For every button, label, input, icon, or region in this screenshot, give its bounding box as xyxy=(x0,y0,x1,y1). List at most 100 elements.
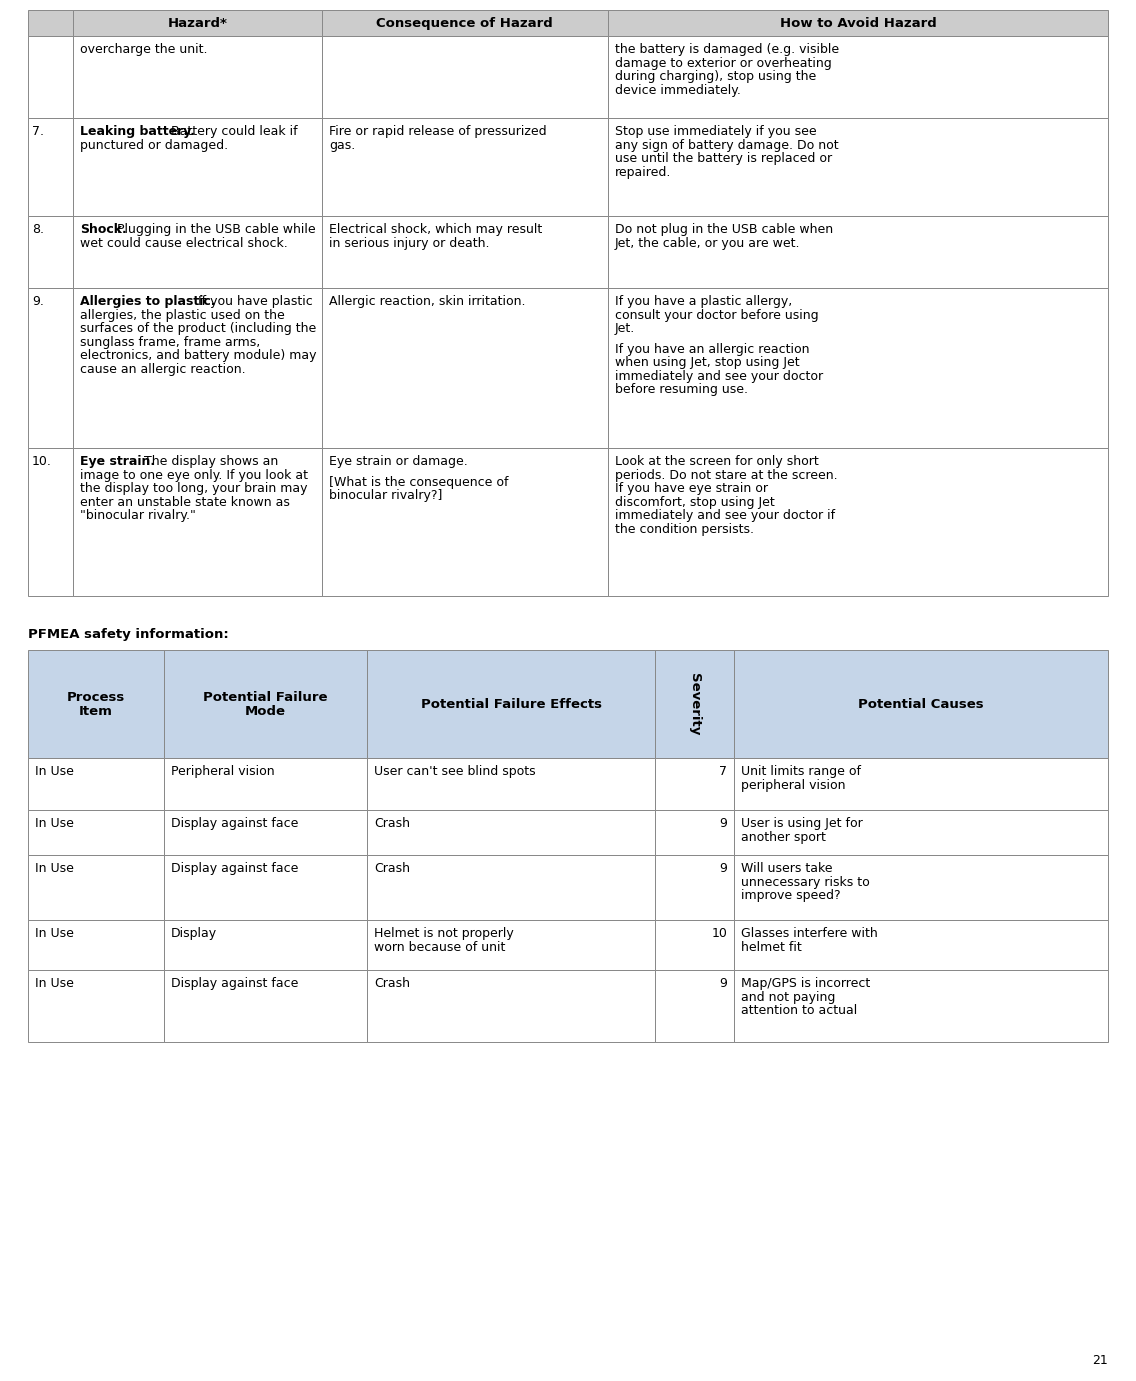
Bar xyxy=(734,920,1108,969)
Text: Electrical shock, which may result: Electrical shock, which may result xyxy=(328,222,542,236)
Text: 9: 9 xyxy=(719,976,727,990)
Bar xyxy=(28,969,164,1043)
Text: electronics, and battery module) may: electronics, and battery module) may xyxy=(81,349,317,362)
Text: "binocular rivalry.": "binocular rivalry." xyxy=(81,510,197,522)
Text: punctured or damaged.: punctured or damaged. xyxy=(81,138,228,152)
Text: wet could cause electrical shock.: wet could cause electrical shock. xyxy=(81,236,289,250)
Text: Map/GPS is incorrect: Map/GPS is incorrect xyxy=(742,976,870,990)
Bar xyxy=(655,650,734,758)
Text: Jet.: Jet. xyxy=(615,322,635,336)
Text: damage to exterior or overheating: damage to exterior or overheating xyxy=(615,57,832,69)
Bar xyxy=(321,117,608,215)
Text: 9.: 9. xyxy=(32,296,44,308)
Bar xyxy=(734,969,1108,1043)
Bar xyxy=(608,117,1108,215)
Text: If you have an allergic reaction: If you have an allergic reaction xyxy=(615,342,810,356)
Bar xyxy=(608,36,1108,117)
Bar xyxy=(608,10,1108,36)
Text: attention to actual: attention to actual xyxy=(742,1004,858,1016)
Text: Peripheral vision: Peripheral vision xyxy=(172,765,275,778)
Text: device immediately.: device immediately. xyxy=(615,83,741,97)
Text: use until the battery is replaced or: use until the battery is replaced or xyxy=(615,152,832,164)
Bar xyxy=(367,855,655,920)
Bar xyxy=(74,215,321,289)
Text: helmet fit: helmet fit xyxy=(742,940,802,953)
Text: 10.: 10. xyxy=(32,454,52,468)
Bar xyxy=(655,855,734,920)
Text: Shock.: Shock. xyxy=(81,222,127,236)
Text: gas.: gas. xyxy=(328,138,356,152)
Text: and not paying: and not paying xyxy=(742,990,836,1004)
Bar xyxy=(28,855,164,920)
Bar xyxy=(164,920,367,969)
Bar xyxy=(28,215,74,289)
Text: Process: Process xyxy=(67,690,125,703)
Text: 8.: 8. xyxy=(32,222,44,236)
Bar xyxy=(321,215,608,289)
Bar xyxy=(28,117,74,215)
Text: In Use: In Use xyxy=(35,862,74,876)
Bar xyxy=(28,811,164,855)
Text: unnecessary risks to: unnecessary risks to xyxy=(742,876,870,888)
Text: 7: 7 xyxy=(719,765,727,778)
Text: Stop use immediately if you see: Stop use immediately if you see xyxy=(615,126,817,138)
Text: Plugging in the USB cable while: Plugging in the USB cable while xyxy=(112,222,316,236)
Text: worn because of unit: worn because of unit xyxy=(374,940,506,953)
Bar xyxy=(164,650,367,758)
Text: Battery could leak if: Battery could leak if xyxy=(167,126,298,138)
Bar xyxy=(74,447,321,597)
Text: 9: 9 xyxy=(719,862,727,876)
Text: Display against face: Display against face xyxy=(172,818,299,830)
Bar xyxy=(734,758,1108,811)
Bar xyxy=(321,289,608,447)
Text: User can't see blind spots: User can't see blind spots xyxy=(374,765,536,778)
Text: Glasses interfere with: Glasses interfere with xyxy=(742,927,878,940)
Text: immediately and see your doctor: immediately and see your doctor xyxy=(615,370,824,383)
Bar xyxy=(28,36,74,117)
Text: periods. Do not stare at the screen.: periods. Do not stare at the screen. xyxy=(615,468,837,482)
Text: Eye strain.: Eye strain. xyxy=(81,454,156,468)
Text: In Use: In Use xyxy=(35,976,74,990)
Text: Jet, the cable, or you are wet.: Jet, the cable, or you are wet. xyxy=(615,236,801,250)
Text: discomfort, stop using Jet: discomfort, stop using Jet xyxy=(615,496,775,508)
Text: Look at the screen for only short: Look at the screen for only short xyxy=(615,454,819,468)
Text: in serious injury or death.: in serious injury or death. xyxy=(328,236,490,250)
Text: Item: Item xyxy=(80,704,112,718)
Bar xyxy=(321,10,608,36)
Bar xyxy=(28,10,74,36)
Text: Consequence of Hazard: Consequence of Hazard xyxy=(376,17,553,29)
Text: during charging), stop using the: during charging), stop using the xyxy=(615,70,816,83)
Text: consult your doctor before using: consult your doctor before using xyxy=(615,308,819,322)
Bar xyxy=(367,650,655,758)
Bar xyxy=(28,758,164,811)
Text: In Use: In Use xyxy=(35,818,74,830)
Bar xyxy=(655,920,734,969)
Bar xyxy=(367,969,655,1043)
Text: Hazard*: Hazard* xyxy=(168,17,227,29)
Text: sunglass frame, frame arms,: sunglass frame, frame arms, xyxy=(81,336,260,348)
Text: Potential Failure Effects: Potential Failure Effects xyxy=(420,697,602,710)
Text: overcharge the unit.: overcharge the unit. xyxy=(81,43,208,57)
Bar xyxy=(321,36,608,117)
Bar xyxy=(164,969,367,1043)
Text: Crash: Crash xyxy=(374,862,410,876)
Text: cause an allergic reaction.: cause an allergic reaction. xyxy=(81,362,247,376)
Text: Fire or rapid release of pressurized: Fire or rapid release of pressurized xyxy=(328,126,546,138)
Bar xyxy=(321,447,608,597)
Text: Crash: Crash xyxy=(374,976,410,990)
Text: peripheral vision: peripheral vision xyxy=(742,779,846,791)
Bar xyxy=(655,969,734,1043)
Bar xyxy=(367,920,655,969)
Text: image to one eye only. If you look at: image to one eye only. If you look at xyxy=(81,468,308,482)
Text: repaired.: repaired. xyxy=(615,166,671,178)
Text: If you have plastic: If you have plastic xyxy=(194,296,312,308)
Text: another sport: another sport xyxy=(742,830,826,844)
Bar xyxy=(608,289,1108,447)
Text: surfaces of the product (including the: surfaces of the product (including the xyxy=(81,322,317,336)
Text: How to Avoid Hazard: How to Avoid Hazard xyxy=(779,17,936,29)
Text: Leaking battery.: Leaking battery. xyxy=(81,126,195,138)
Text: 7.: 7. xyxy=(32,126,44,138)
Text: Display: Display xyxy=(172,927,217,940)
Text: allergies, the plastic used on the: allergies, the plastic used on the xyxy=(81,308,285,322)
Text: If you have eye strain or: If you have eye strain or xyxy=(615,482,768,494)
